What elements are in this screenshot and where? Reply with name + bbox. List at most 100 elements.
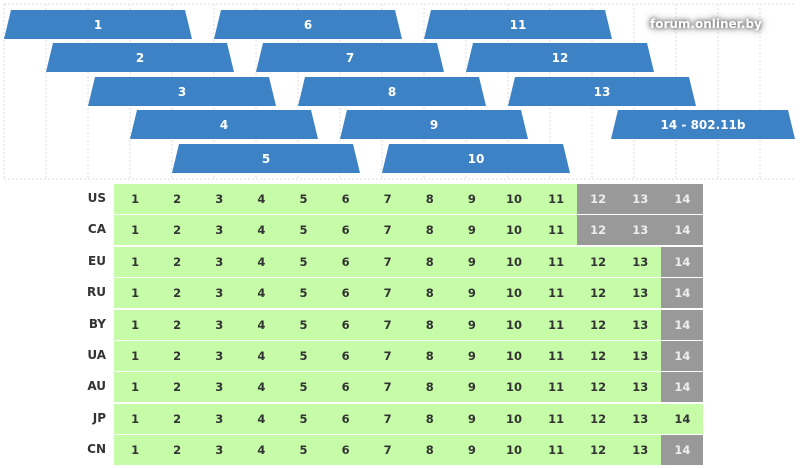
channel-cell-disallowed: 13 <box>619 184 662 214</box>
channel-cell-allowed: 6 <box>324 403 367 434</box>
channel-cell-disallowed: 14 <box>661 184 704 214</box>
channel-cell-allowed: 6 <box>324 372 367 403</box>
channel-cell-allowed: 7 <box>366 403 409 434</box>
channel-label: 8 <box>388 85 396 99</box>
channel-cell-allowed: 5 <box>282 403 325 434</box>
channel-cell-allowed: 3 <box>198 372 241 403</box>
channel-cell-allowed: 5 <box>282 309 325 340</box>
channel-cell-allowed: 10 <box>492 184 536 214</box>
channel-cell-allowed: 13 <box>619 435 662 466</box>
channel-cell-allowed: 11 <box>535 372 578 403</box>
channel-cell-allowed: 9 <box>450 372 493 403</box>
channel-cell-allowed: 2 <box>156 341 199 371</box>
channel-bar-3 <box>88 77 276 106</box>
channel-cell-allowed: 3 <box>198 435 241 466</box>
channel-cell-disallowed: 14 <box>661 309 704 340</box>
channel-cell-disallowed: 14 <box>661 435 704 466</box>
channel-cell-allowed: 9 <box>450 278 493 309</box>
channel-cell-allowed: 10 <box>492 435 536 466</box>
channel-cell-allowed: 5 <box>282 372 325 403</box>
channel-cell-allowed: 1 <box>114 278 157 309</box>
channel-bar-4 <box>130 110 318 139</box>
channel-cell-allowed: 11 <box>535 403 578 434</box>
channel-cell-allowed: 11 <box>535 246 578 277</box>
channel-bar-13 <box>508 77 696 106</box>
channel-cell-allowed: 5 <box>282 184 325 214</box>
channel-cell-allowed: 4 <box>240 372 283 403</box>
channel-cell-allowed: 10 <box>492 215 536 246</box>
channel-cell-allowed: 10 <box>492 403 536 434</box>
channel-bar-6 <box>214 10 402 39</box>
channel-cell-disallowed: 14 <box>661 341 704 371</box>
channel-cell-allowed: 1 <box>114 215 157 246</box>
channel-cell-allowed: 12 <box>577 278 620 309</box>
channel-cell-disallowed: 14 <box>661 278 704 309</box>
channel-cell-allowed: 4 <box>240 309 283 340</box>
channel-cell-allowed: 10 <box>492 341 536 371</box>
channel-cell-disallowed: 14 <box>661 246 704 277</box>
channel-bar-11 <box>424 10 612 39</box>
channel-cell-disallowed: 14 <box>661 372 704 403</box>
channel-bar-5 <box>172 144 360 173</box>
channel-cell-allowed: 13 <box>619 341 662 371</box>
channel-bar-1 <box>4 10 192 39</box>
channel-cell-allowed: 6 <box>324 215 367 246</box>
channel-cell-allowed: 5 <box>282 435 325 466</box>
channel-cell-allowed: 8 <box>408 372 451 403</box>
channel-cell-allowed: 3 <box>198 246 241 277</box>
channel-cell-allowed: 1 <box>114 403 157 434</box>
channel-cell-allowed: 12 <box>577 435 620 466</box>
country-code: US <box>87 191 106 205</box>
channel-cell-allowed: 2 <box>156 215 199 246</box>
channel-cell-allowed: 13 <box>619 278 662 309</box>
channel-cell-allowed: 11 <box>535 435 578 466</box>
channel-cell-allowed: 8 <box>408 341 451 371</box>
channel-cell-allowed: 11 <box>535 341 578 371</box>
channel-label: 1 <box>94 18 102 32</box>
country-code: CN <box>87 442 106 457</box>
country-code: JP <box>92 410 106 425</box>
channel-cell-allowed: 13 <box>619 309 662 340</box>
channel-cell-allowed: 3 <box>198 403 241 434</box>
channel-cell-allowed: 8 <box>408 215 451 246</box>
channel-bar-7 <box>256 43 444 72</box>
channel-cell-allowed: 11 <box>535 278 578 309</box>
channel-cell-allowed: 7 <box>366 246 409 277</box>
channel-label: 13 <box>594 85 611 99</box>
channel-label: 11 <box>510 18 527 32</box>
channel-cell-allowed: 13 <box>619 246 662 277</box>
channel-cell-allowed: 12 <box>577 341 620 371</box>
channel-cell-allowed: 2 <box>156 246 199 277</box>
channel-cell-allowed: 4 <box>240 184 283 214</box>
channel-cell-allowed: 10 <box>492 372 536 403</box>
channel-cell-allowed: 7 <box>366 309 409 340</box>
channel-label: 5 <box>262 152 270 166</box>
channel-cell-allowed: 1 <box>114 372 157 403</box>
country-code: RU <box>87 285 106 300</box>
channel-cell-allowed: 1 <box>114 341 157 371</box>
channel-cell-allowed: 2 <box>156 309 199 340</box>
channel-label: 3 <box>178 85 186 99</box>
channel-cell-allowed: 10 <box>492 246 536 277</box>
channel-bar-8 <box>298 77 486 106</box>
channel-bar-14 <box>611 110 795 139</box>
channel-cell-allowed: 5 <box>282 341 325 371</box>
channel-cell-allowed: 11 <box>535 309 578 340</box>
channel-bar-9 <box>340 110 528 139</box>
channel-label: 10 <box>468 152 485 166</box>
channel-cell-allowed: 3 <box>198 309 241 340</box>
channel-bar-10 <box>382 144 570 173</box>
channel-cell-allowed: 2 <box>156 184 199 214</box>
channel-label: 2 <box>136 51 144 65</box>
channel-cell-allowed: 8 <box>408 435 451 466</box>
channel-cell-allowed: 4 <box>240 278 283 309</box>
channel-cell-allowed: 9 <box>450 215 493 246</box>
channel-cell-allowed: 4 <box>240 215 283 246</box>
channel-cell-allowed: 4 <box>240 403 283 434</box>
channel-cell-allowed: 7 <box>366 278 409 309</box>
watermark: forum.onliner.by <box>650 17 762 31</box>
channel-cell-allowed: 5 <box>282 246 325 277</box>
channel-cell-allowed: 7 <box>366 341 409 371</box>
channel-cell-allowed: 9 <box>450 184 493 214</box>
